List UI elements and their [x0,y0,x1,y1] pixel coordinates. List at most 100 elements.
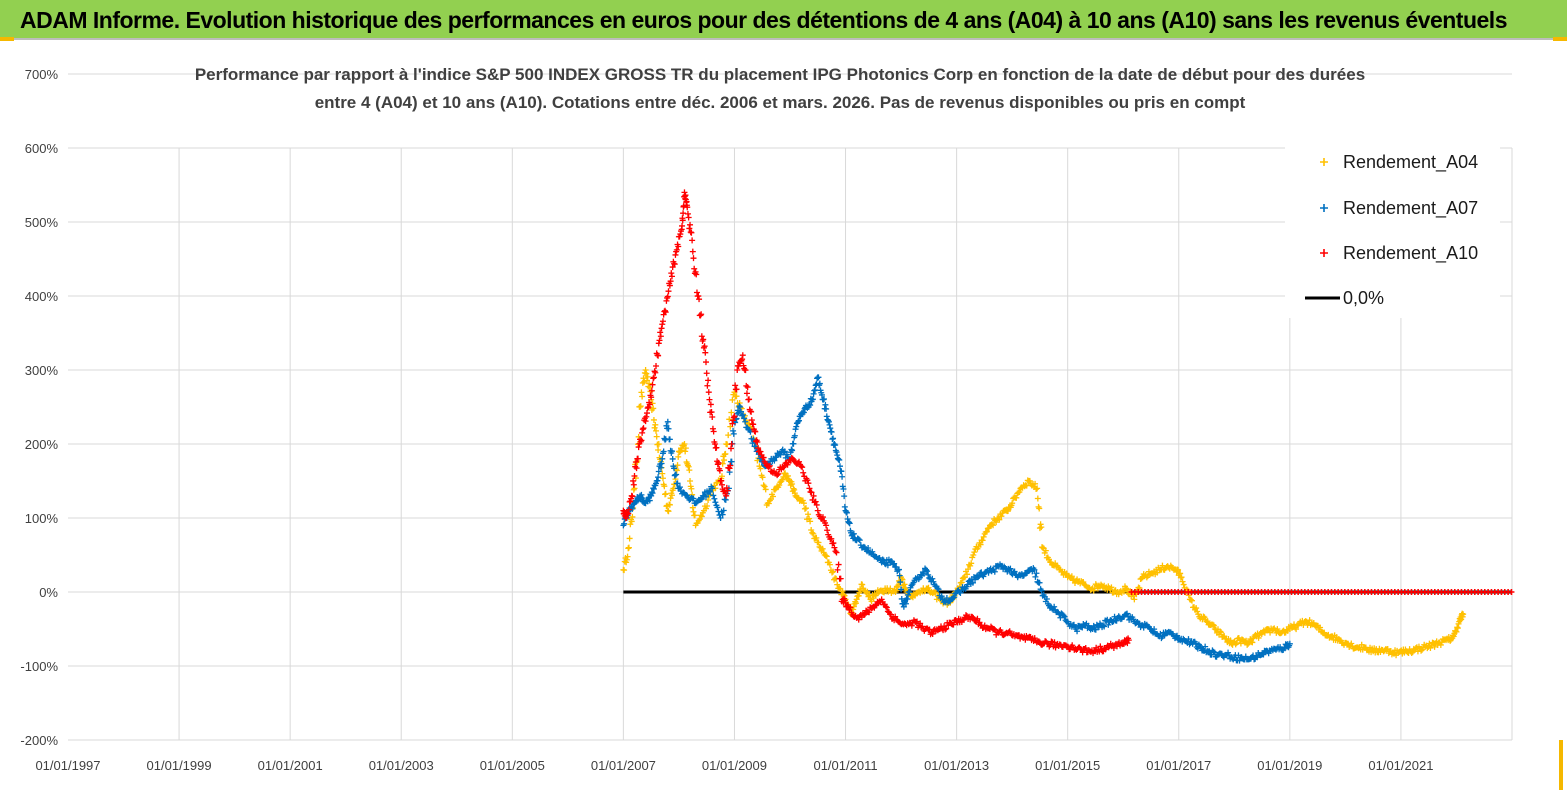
data-point [668,492,675,499]
data-point [646,401,653,408]
data-point [1454,624,1461,631]
y-tick-label: 400% [25,289,59,304]
data-point [791,486,798,493]
data-point [821,395,828,402]
data-point [666,436,673,443]
data-point [838,468,845,475]
data-point [892,613,899,620]
x-tick-label: 01/01/2005 [480,758,545,773]
data-point [816,543,823,550]
data-point [806,485,813,492]
data-point [782,470,789,477]
data-point [788,446,795,453]
data-point [695,293,702,299]
data-point [765,500,772,507]
data-point [697,312,704,319]
data-point [719,511,726,518]
data-point [898,586,905,593]
data-point [1460,611,1467,618]
data-point [698,496,705,503]
data-point [846,520,853,527]
data-point [689,237,696,244]
data-point [1286,640,1293,647]
data-point [687,221,694,228]
data-point [831,544,838,551]
data-point [713,444,720,451]
data-point [1201,614,1208,621]
data-point [1179,578,1186,585]
data-point [841,503,848,510]
data-point [682,445,689,452]
data-point [698,513,705,520]
data-point [1016,489,1023,496]
data-point [643,413,650,420]
data-point [665,288,672,295]
data-point [1026,477,1033,484]
data-point [668,448,675,455]
data-point [1180,581,1187,588]
data-point [1178,574,1185,581]
data-point [649,400,656,407]
data-point [761,483,768,490]
data-point [796,458,803,465]
data-point [844,516,851,523]
data-point [624,553,631,560]
data-point [968,560,975,567]
data-point [1237,640,1244,647]
data-point [906,589,913,595]
data-point [1348,640,1355,647]
data-point [652,421,659,428]
axis-ticks: 700% 600% 500% 400% 300% 200% 100% 0% -100% -200%… [20,67,1433,773]
data-point [671,261,678,268]
data-point [705,377,712,384]
data-point [826,561,833,568]
data-point [625,544,632,551]
data-point [676,484,683,491]
data-point [640,375,647,382]
data-point [816,380,823,387]
data-point [626,535,633,542]
data-point [919,623,926,630]
data-point [993,519,1000,526]
data-point [727,462,734,469]
data-point [720,507,727,514]
data-point [827,425,834,432]
data-point [664,507,671,514]
data-point [781,463,788,470]
series-Rendement_A10-flat [1128,589,1515,595]
data-point [950,621,957,628]
data-point [678,447,685,454]
data-point [655,468,662,475]
data-point [1194,608,1201,615]
data-point [716,467,723,474]
data-point [897,579,904,586]
data-point [1109,618,1116,625]
data-point [806,515,813,522]
data-point [908,622,915,629]
x-tick-label: 01/01/2015 [1035,758,1100,773]
data-point [706,396,713,403]
corner-marker-bottom-right [1559,740,1563,790]
y-tick-label: 600% [25,141,59,156]
data-point [1151,626,1158,633]
data-point [729,420,736,427]
data-point [769,493,776,500]
data-point [1002,564,1009,571]
data-point [744,384,751,391]
data-point [1098,581,1105,588]
data-point [799,464,806,471]
data-point [625,545,632,552]
data-point [855,536,862,543]
data-point [1011,568,1018,575]
data-point [746,396,753,403]
data-point [1408,649,1415,656]
data-point [639,426,646,433]
data-point [1032,480,1039,487]
data-point [702,359,709,366]
data-point [759,474,766,481]
data-point [1274,626,1281,633]
data-point [1412,645,1419,652]
chart-title-line1: Performance par rapport à l'indice S&P 5… [195,65,1365,84]
data-point [864,588,871,595]
data-point [830,568,837,575]
